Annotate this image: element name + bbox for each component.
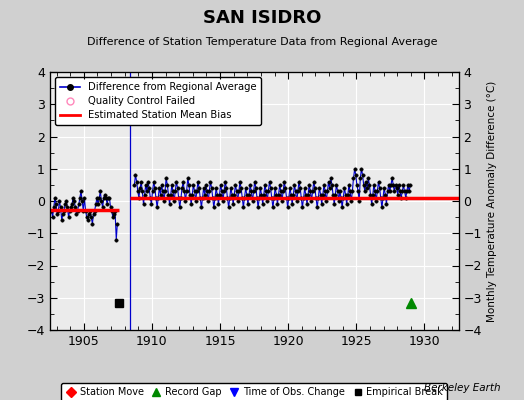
Text: Difference of Station Temperature Data from Regional Average: Difference of Station Temperature Data f… bbox=[87, 37, 437, 47]
Text: SAN ISIDRO: SAN ISIDRO bbox=[203, 9, 321, 27]
Y-axis label: Monthly Temperature Anomaly Difference (°C): Monthly Temperature Anomaly Difference (… bbox=[487, 80, 497, 322]
Legend: Station Move, Record Gap, Time of Obs. Change, Empirical Break: Station Move, Record Gap, Time of Obs. C… bbox=[61, 384, 447, 400]
Text: Berkeley Earth: Berkeley Earth bbox=[424, 383, 500, 393]
